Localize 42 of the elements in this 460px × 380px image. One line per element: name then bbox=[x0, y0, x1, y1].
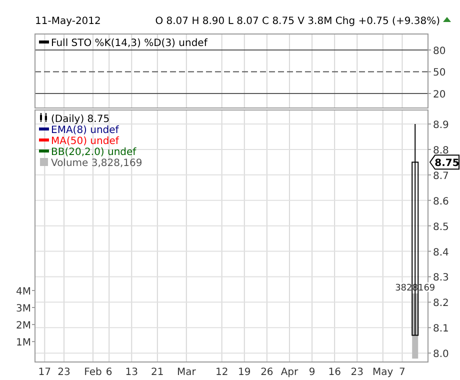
x-tick-label: 9 bbox=[308, 367, 316, 378]
legend-label: MA(50) undef bbox=[51, 136, 120, 147]
y-tick-label: 8.6 bbox=[433, 196, 449, 208]
x-tick-label: Feb bbox=[84, 367, 102, 378]
y-tick-label: 8.5 bbox=[433, 222, 449, 233]
y-tick-label: 8.7 bbox=[433, 170, 449, 182]
y-tick-label: 8.9 bbox=[433, 120, 449, 131]
y-tick-label: 8.3 bbox=[433, 272, 449, 284]
x-tick-label: 21 bbox=[151, 367, 164, 378]
legend-label: Full STO %K(14,3) %D(3) undef bbox=[51, 38, 208, 49]
text: O 8.07 H 8.90 L 8.07 C 8.75 V 3.8M Chg +0.75 (+9.38%) bbox=[155, 16, 440, 27]
x-tick-label: 7 bbox=[399, 367, 406, 378]
x-tick-label: 23 bbox=[58, 367, 70, 378]
x-tick-label: 13 bbox=[125, 367, 138, 378]
y-tick-label: 8.0 bbox=[433, 349, 449, 360]
y-tick-label: 80 bbox=[433, 46, 446, 57]
x-tick-label: 23 bbox=[350, 367, 364, 378]
y2-tick-label: 2M bbox=[16, 320, 31, 332]
legend-label: EMA(8) undef bbox=[51, 125, 120, 136]
x-tick-label: 16 bbox=[328, 367, 341, 378]
y-tick-label: 8.2 bbox=[433, 298, 449, 310]
legend-label: BB(20,2.0) undef bbox=[51, 147, 137, 158]
y2-tick-label: 4M bbox=[16, 286, 31, 298]
x-tick-label: 26 bbox=[260, 367, 274, 378]
y-tick-label: 20 bbox=[433, 89, 446, 100]
text: 8.75 bbox=[434, 158, 460, 170]
y-tick-label: 8.8 bbox=[433, 145, 449, 156]
y-tick-label: 8.4 bbox=[433, 247, 449, 258]
x-tick-label: 19 bbox=[238, 367, 251, 378]
legend-label: (Daily) 8.75 bbox=[51, 114, 110, 125]
x-tick-label: 6 bbox=[106, 367, 112, 378]
x-tick-label: May bbox=[372, 367, 394, 378]
y-tick-label: 50 bbox=[433, 68, 446, 79]
x-tick-label: 17 bbox=[38, 367, 52, 378]
x-tick-label: Mar bbox=[176, 367, 197, 378]
y-tick-label: 8.1 bbox=[433, 324, 449, 335]
legend-label: Volume 3,828,169 bbox=[51, 158, 142, 169]
x-tick-label: Apr bbox=[280, 367, 300, 378]
y2-tick-label: 3M bbox=[16, 304, 31, 315]
y2-tick-label: 1M bbox=[16, 338, 31, 349]
x-tick-label: 12 bbox=[215, 367, 228, 378]
chart-subtitle: 11-May-2012 bbox=[35, 16, 101, 27]
